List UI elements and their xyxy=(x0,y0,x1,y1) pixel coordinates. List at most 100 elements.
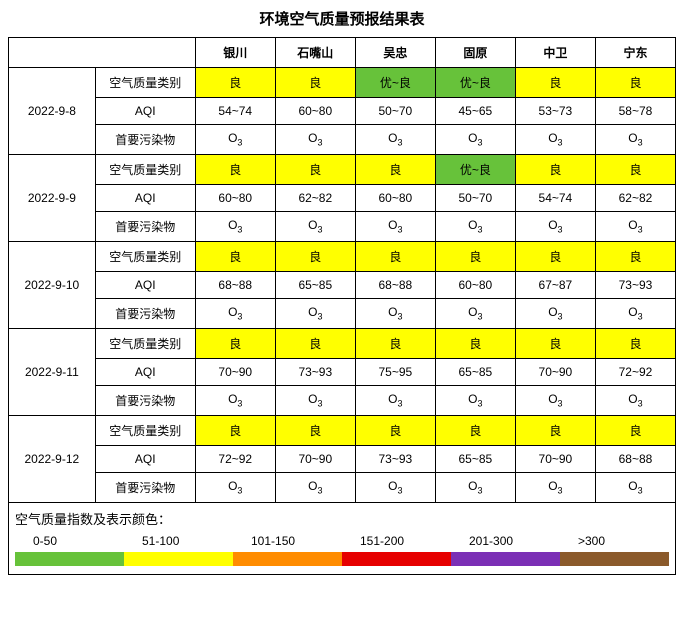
quality-cell: 良 xyxy=(195,416,275,446)
quality-cell: 优~良 xyxy=(435,155,515,185)
row-label-aqi: AQI xyxy=(95,359,195,386)
quality-cell: 良 xyxy=(515,242,595,272)
legend-swatch xyxy=(560,552,669,566)
row-label-pollutant: 首要污染物 xyxy=(95,473,195,503)
row-label-pollutant: 首要污染物 xyxy=(95,386,195,416)
aqi-cell: 65~85 xyxy=(435,446,515,473)
aqi-cell: 60~80 xyxy=(435,272,515,299)
aqi-cell: 75~95 xyxy=(355,359,435,386)
pollutant-cell: O3 xyxy=(595,473,675,503)
row-label-pollutant: 首要污染物 xyxy=(95,212,195,242)
quality-cell: 优~良 xyxy=(355,68,435,98)
aqi-cell: 65~85 xyxy=(435,359,515,386)
pollutant-cell: O3 xyxy=(195,473,275,503)
pollutant-cell: O3 xyxy=(435,299,515,329)
legend-range: 151-200 xyxy=(342,534,451,548)
pollutant-cell: O3 xyxy=(595,125,675,155)
date-cell: 2022-9-11 xyxy=(9,329,96,416)
aqi-cell: 70~90 xyxy=(195,359,275,386)
table-row: 2022-9-11空气质量类别良良良良良良 xyxy=(9,329,676,359)
table-row: 首要污染物O3O3O3O3O3O3 xyxy=(9,125,676,155)
quality-cell: 良 xyxy=(355,155,435,185)
table-row: AQI72~9270~9073~9365~8570~9068~88 xyxy=(9,446,676,473)
pollutant-cell: O3 xyxy=(195,386,275,416)
pollutant-cell: O3 xyxy=(275,386,355,416)
aqi-cell: 68~88 xyxy=(355,272,435,299)
aqi-cell: 54~74 xyxy=(195,98,275,125)
table-row: AQI70~9073~9375~9565~8570~9072~92 xyxy=(9,359,676,386)
pollutant-cell: O3 xyxy=(515,125,595,155)
table-row: 首要污染物O3O3O3O3O3O3 xyxy=(9,386,676,416)
quality-cell: 良 xyxy=(355,416,435,446)
pollutant-cell: O3 xyxy=(595,212,675,242)
table-row: 2022-9-10空气质量类别良良良良良良 xyxy=(9,242,676,272)
row-label-quality: 空气质量类别 xyxy=(95,155,195,185)
aqi-cell: 60~80 xyxy=(195,185,275,212)
legend-swatch xyxy=(124,552,233,566)
pollutant-cell: O3 xyxy=(435,386,515,416)
date-cell: 2022-9-9 xyxy=(9,155,96,242)
quality-cell: 优~良 xyxy=(435,68,515,98)
quality-cell: 良 xyxy=(195,329,275,359)
city-header: 固原 xyxy=(435,38,515,68)
row-label-aqi: AQI xyxy=(95,98,195,125)
row-label-quality: 空气质量类别 xyxy=(95,68,195,98)
table-row: 2022-9-12空气质量类别良良良良良良 xyxy=(9,416,676,446)
aqi-cell: 50~70 xyxy=(435,185,515,212)
quality-cell: 良 xyxy=(435,416,515,446)
quality-cell: 良 xyxy=(595,68,675,98)
city-header: 中卫 xyxy=(515,38,595,68)
quality-cell: 良 xyxy=(515,155,595,185)
quality-cell: 良 xyxy=(275,242,355,272)
quality-cell: 良 xyxy=(515,68,595,98)
table-row: 首要污染物O3O3O3O3O3O3 xyxy=(9,299,676,329)
aqi-cell: 68~88 xyxy=(595,446,675,473)
row-label-quality: 空气质量类别 xyxy=(95,416,195,446)
table-row: 首要污染物O3O3O3O3O3O3 xyxy=(9,212,676,242)
city-header: 石嘴山 xyxy=(275,38,355,68)
aqi-cell: 73~93 xyxy=(275,359,355,386)
quality-cell: 良 xyxy=(595,416,675,446)
pollutant-cell: O3 xyxy=(515,299,595,329)
legend-swatches xyxy=(15,552,669,566)
row-label-pollutant: 首要污染物 xyxy=(95,299,195,329)
quality-cell: 良 xyxy=(355,242,435,272)
quality-cell: 良 xyxy=(595,155,675,185)
aqi-cell: 50~70 xyxy=(355,98,435,125)
quality-cell: 良 xyxy=(275,155,355,185)
pollutant-cell: O3 xyxy=(275,473,355,503)
date-cell: 2022-9-8 xyxy=(9,68,96,155)
row-label-aqi: AQI xyxy=(95,446,195,473)
quality-cell: 良 xyxy=(195,155,275,185)
quality-cell: 良 xyxy=(435,329,515,359)
table-row: AQI54~7460~8050~7045~6553~7358~78 xyxy=(9,98,676,125)
legend-swatch xyxy=(233,552,342,566)
pollutant-cell: O3 xyxy=(355,386,435,416)
legend: 空气质量指数及表示颜色： 0-50 51-100 101-150 151-200… xyxy=(8,503,676,575)
quality-cell: 良 xyxy=(515,416,595,446)
aqi-cell: 72~92 xyxy=(195,446,275,473)
aqi-cell: 70~90 xyxy=(515,359,595,386)
aqi-cell: 58~78 xyxy=(595,98,675,125)
city-header: 吴忠 xyxy=(355,38,435,68)
aqi-cell: 73~93 xyxy=(355,446,435,473)
row-label-aqi: AQI xyxy=(95,185,195,212)
quality-cell: 良 xyxy=(195,242,275,272)
city-header: 银川 xyxy=(195,38,275,68)
pollutant-cell: O3 xyxy=(275,299,355,329)
row-label-quality: 空气质量类别 xyxy=(95,329,195,359)
legend-title: 空气质量指数及表示颜色： xyxy=(15,509,669,528)
quality-cell: 良 xyxy=(595,242,675,272)
aqi-cell: 54~74 xyxy=(515,185,595,212)
pollutant-cell: O3 xyxy=(435,125,515,155)
pollutant-cell: O3 xyxy=(275,125,355,155)
header-blank xyxy=(9,38,196,68)
table-row: AQI68~8865~8568~8860~8067~8773~93 xyxy=(9,272,676,299)
row-label-pollutant: 首要污染物 xyxy=(95,125,195,155)
pollutant-cell: O3 xyxy=(355,473,435,503)
legend-swatch xyxy=(15,552,124,566)
pollutant-cell: O3 xyxy=(195,212,275,242)
legend-ranges: 0-50 51-100 101-150 151-200 201-300 >300 xyxy=(15,534,669,548)
pollutant-cell: O3 xyxy=(435,212,515,242)
aqi-cell: 65~85 xyxy=(275,272,355,299)
